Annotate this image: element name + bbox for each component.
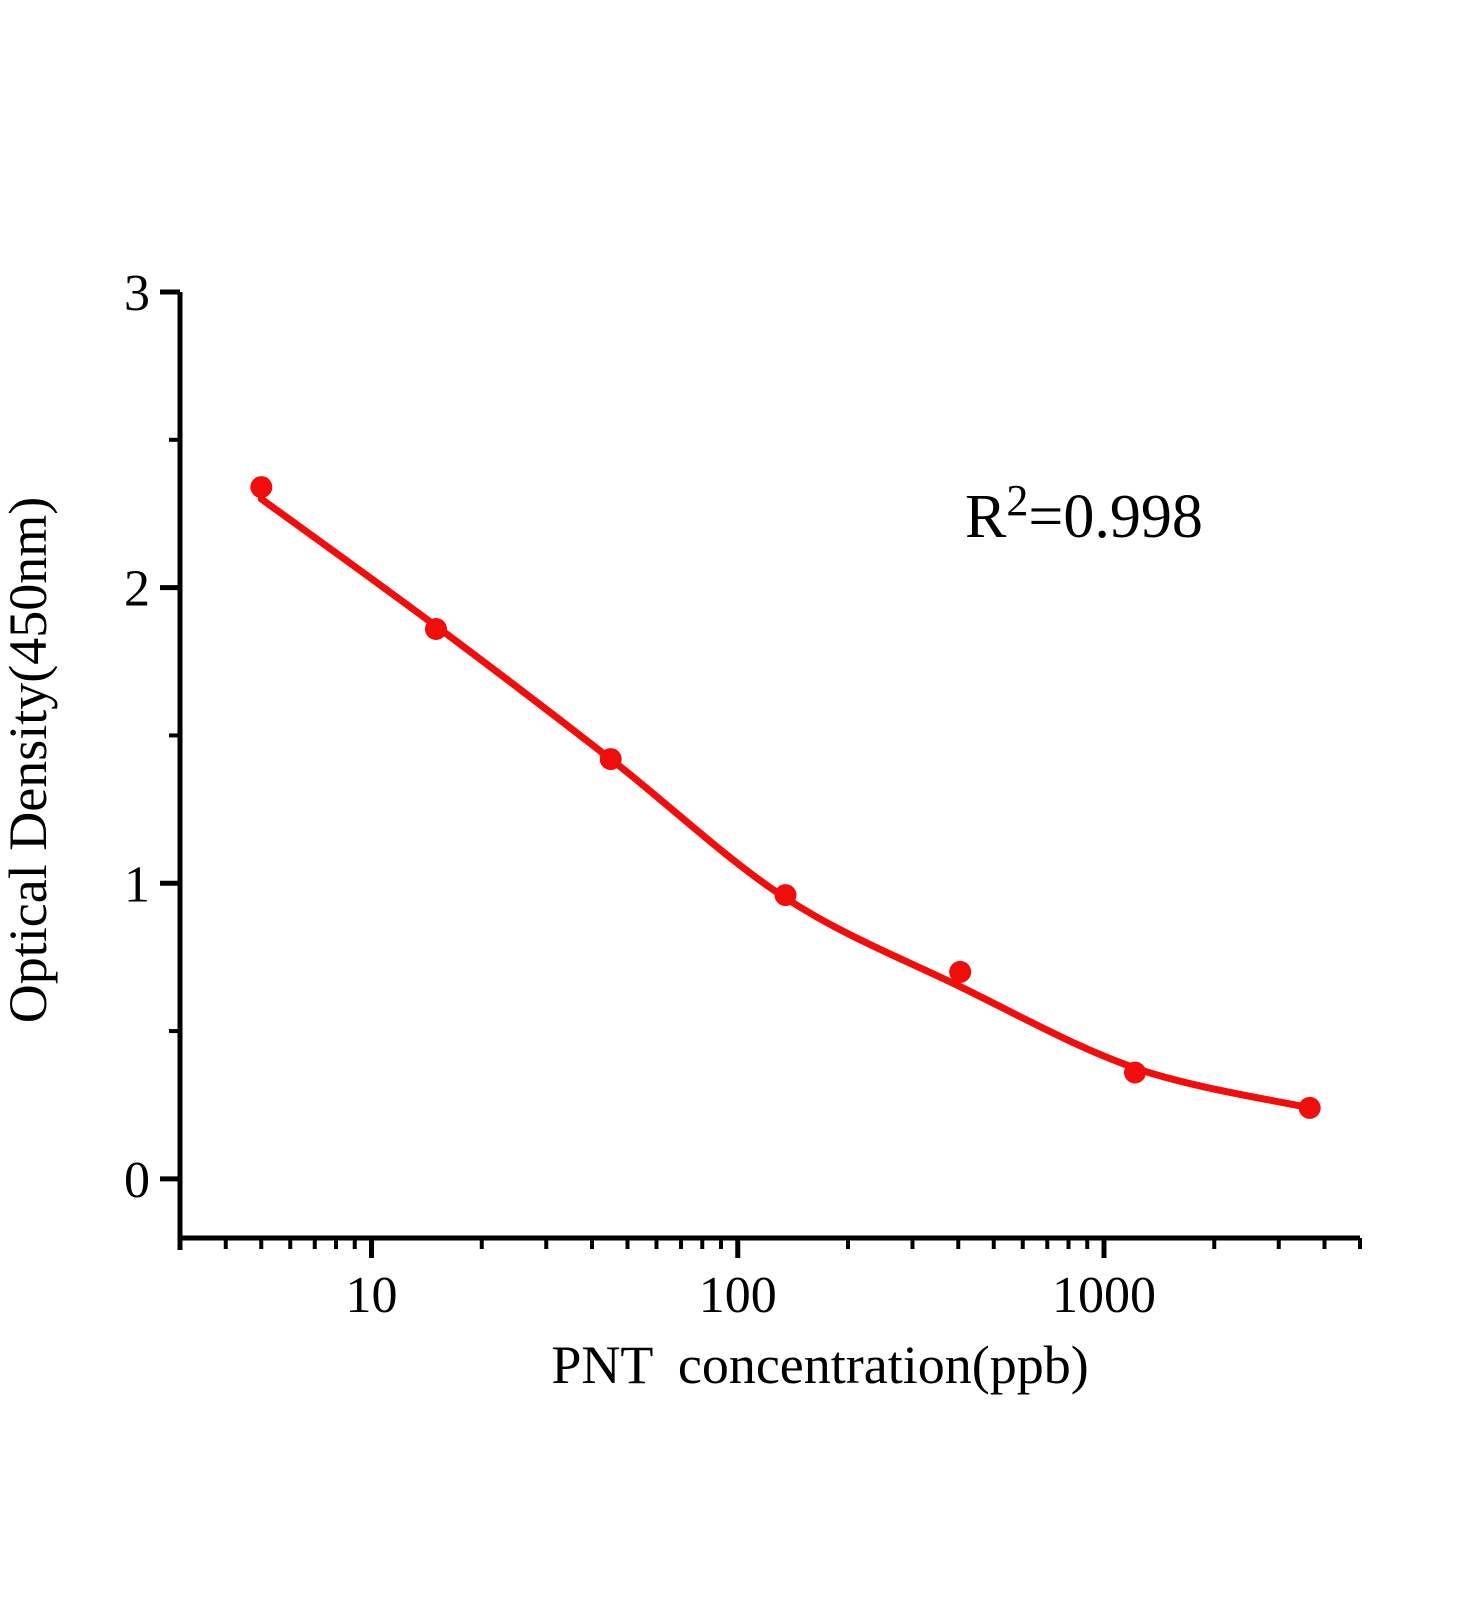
data-point [949, 960, 972, 983]
plot-series [250, 476, 1321, 1119]
y-axis-label: Optical Density(450nm) [0, 497, 58, 1023]
r-squared-annotation: R2=0.998 [965, 476, 1203, 551]
fit-curve [257, 495, 1314, 1112]
r-squared-base: R [965, 483, 1007, 551]
y-tick-label: 2 [124, 561, 150, 618]
data-point [425, 618, 447, 640]
data-point [1124, 1061, 1146, 1084]
r-squared-exponent: 2 [1006, 476, 1028, 525]
y-tick-label: 0 [124, 1152, 150, 1209]
y-tick-label: 1 [124, 856, 150, 913]
axes: 0 1 2 3 10 100 1000 [124, 265, 1362, 1324]
data-point [250, 476, 273, 499]
y-tick-label: 3 [124, 265, 150, 322]
data-point [599, 748, 622, 771]
x-tick-label: 1000 [1052, 1267, 1156, 1324]
x-axis-label: PNT concentration(ppb) [551, 1335, 1088, 1395]
x-tick-label: 100 [699, 1267, 777, 1324]
x-tick-label: 10 [346, 1267, 398, 1324]
data-point [1298, 1096, 1321, 1119]
data-point [774, 884, 797, 907]
r-squared-value: =0.998 [1028, 483, 1202, 551]
